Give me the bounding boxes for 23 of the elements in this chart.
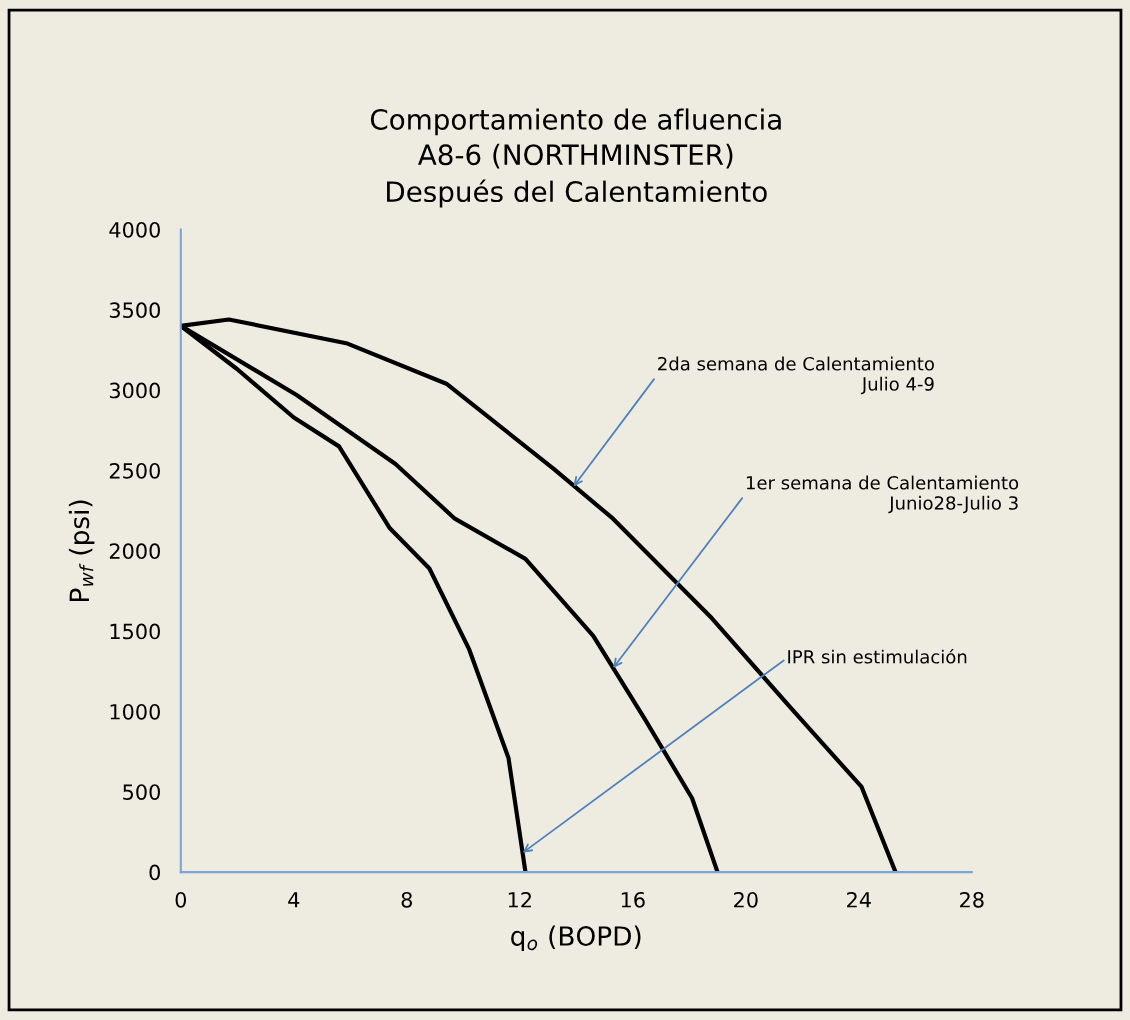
x-tick-label: 20 xyxy=(734,891,758,908)
annotation: 2da semana de Calentamiento Julio 4-9 xyxy=(658,356,934,395)
y-axis-title: P$_{wf}$ (psi) xyxy=(68,500,95,601)
x-tick-label: 8 xyxy=(401,891,412,908)
y-tick-label: 1000 xyxy=(110,703,160,720)
x-tick-label: 0 xyxy=(175,891,187,908)
chart-title: Comportamiento de afluencia A8-6 (NORTHMINSTER) Después del Calentamiento xyxy=(370,108,781,208)
annotation: IPR sin estimulación xyxy=(788,648,967,664)
y-tick-label: 2500 xyxy=(109,462,160,479)
x-axis-title: q$_{o}$ (BOPD) xyxy=(511,925,641,952)
y-tick-label: 500 xyxy=(123,784,160,800)
x-tick-label: 28 xyxy=(960,891,984,908)
x-tick-label: 4 xyxy=(288,892,300,908)
x-tick-label: 12 xyxy=(508,891,531,908)
y-tick-label: 3500 xyxy=(109,302,160,319)
x-tick-label: 24 xyxy=(847,891,871,908)
x-tick-label: 16 xyxy=(621,891,645,908)
y-tick-label: 1500 xyxy=(110,623,160,640)
y-tick-label: 4000 xyxy=(109,221,160,238)
y-tick-label: 2000 xyxy=(109,543,160,560)
y-tick-label: 0 xyxy=(149,864,160,881)
annotation: 1er semana de Calentamiento Junio28-Julio 3 xyxy=(746,475,1019,514)
y-tick-label: 3000 xyxy=(109,382,160,399)
